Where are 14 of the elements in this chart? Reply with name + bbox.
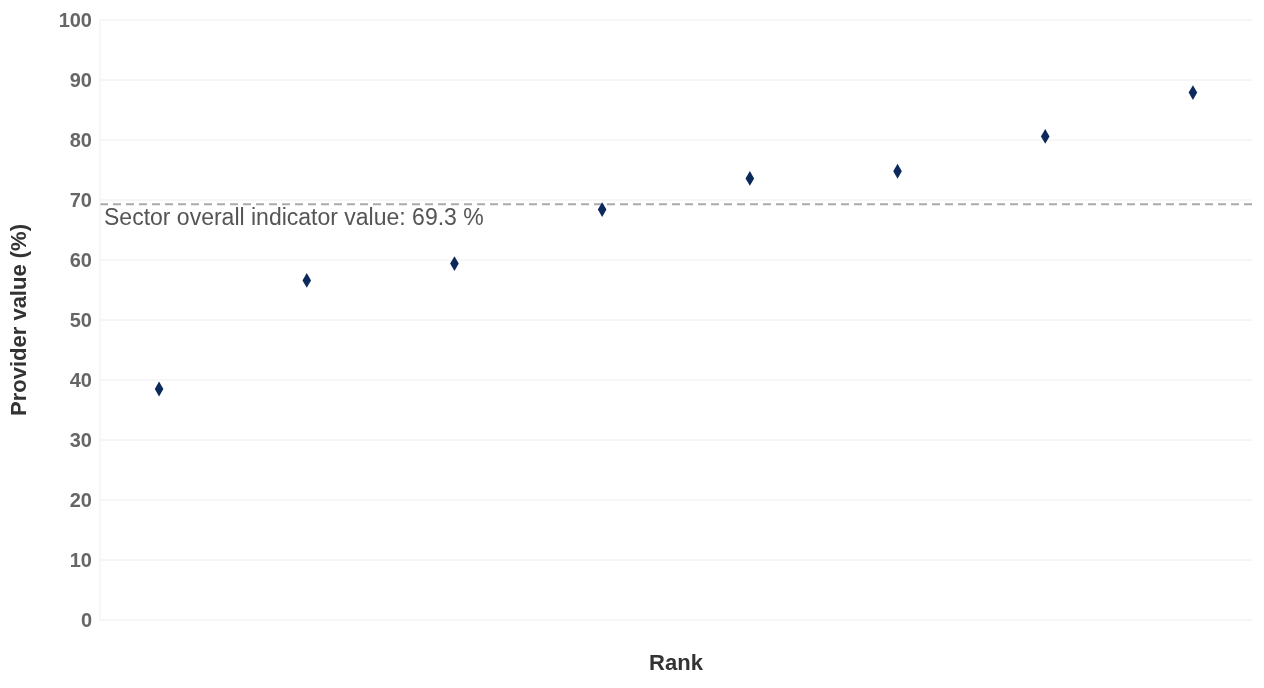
y-tick-label: 90 bbox=[69, 69, 92, 92]
y-tick-label: 20 bbox=[69, 489, 92, 512]
y-tick-label: 60 bbox=[69, 249, 92, 272]
y-tick-label: 50 bbox=[69, 309, 92, 332]
y-axis-title: Provider value (%) bbox=[5, 224, 31, 416]
ref-line-label: Sector overall indicator value: 69.3 % bbox=[104, 203, 484, 230]
y-tick-label: 10 bbox=[69, 549, 92, 572]
y-tick-label: 70 bbox=[69, 189, 92, 212]
y-tick-label: 40 bbox=[69, 369, 92, 392]
y-tick-label: 30 bbox=[69, 429, 92, 452]
y-tick-label: 0 bbox=[80, 609, 92, 632]
x-axis-title: Rank bbox=[649, 650, 704, 675]
y-tick-label: 100 bbox=[58, 9, 92, 32]
y-tick-label: 80 bbox=[69, 129, 92, 152]
